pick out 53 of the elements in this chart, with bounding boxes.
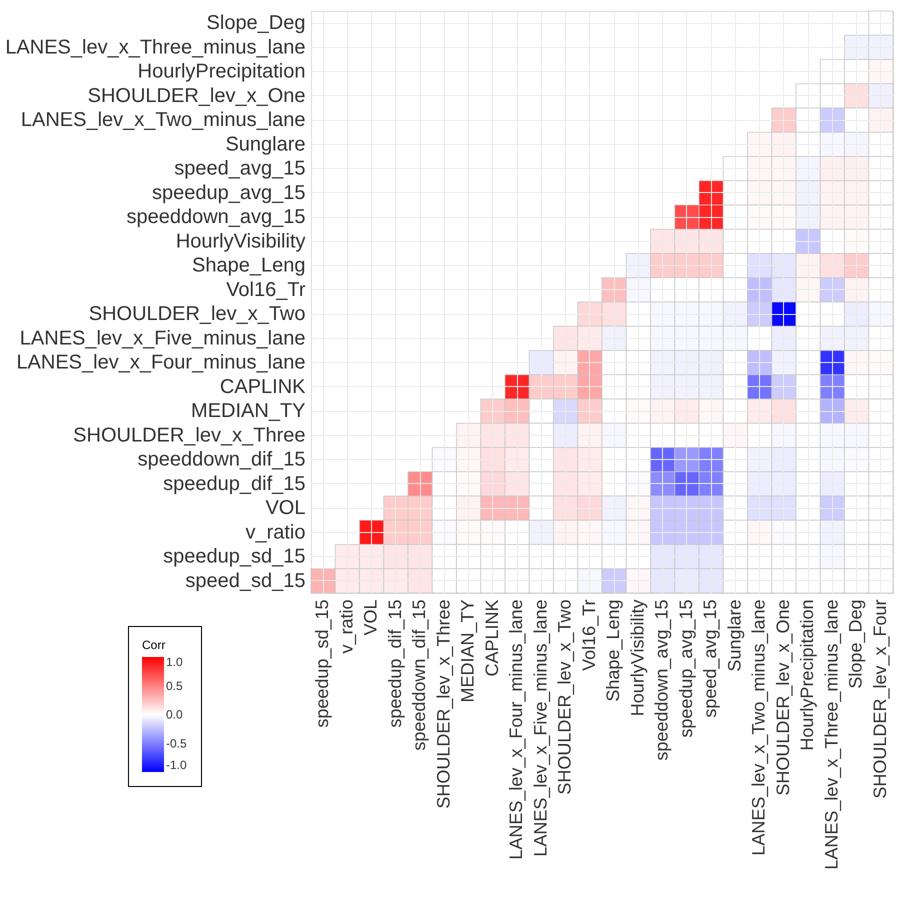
color-bar-label: 1.0 [166, 655, 184, 669]
y-tick-label: Vol16_Tr [226, 278, 306, 301]
x-tick-label: HourlyPrecipitation [797, 600, 818, 751]
x-tick-label: speeddown_dif_15 [409, 600, 430, 751]
x-tick-label: Vol16_Tr [578, 600, 599, 671]
y-tick-label: speedup_dif_15 [163, 472, 306, 495]
x-tick-label: SHOULDER_lev_x_Two [554, 600, 575, 795]
y-tick-label: HourlyVisibility [176, 230, 306, 252]
y-tick-label: SHOULDER_lev_x_Two [88, 303, 306, 326]
x-tick-label: SHOULDER_lev_x_Three [433, 600, 454, 809]
y-tick-label: LANES_lev_x_Two_minus_lane [20, 109, 306, 132]
color-bar-label: 0.0 [166, 708, 184, 722]
x-tick-label: Shape_Leng [603, 600, 624, 702]
y-tick-label: v_ratio [245, 521, 306, 544]
y-tick-label: speed_sd_15 [185, 570, 306, 592]
y-tick-label: Shape_Leng [192, 254, 306, 277]
y-tick-label: speedup_sd_15 [163, 546, 306, 568]
x-tick-label: LANES_lev_x_Four_minus_lane [506, 600, 526, 860]
x-tick-label: VOL [360, 600, 381, 636]
x-tick-label: LANES_lev_x_Two_minus_lane [748, 600, 769, 856]
x-tick-label: speedup_avg_15 [676, 600, 696, 738]
x-tick-label: Sunglare [724, 600, 744, 672]
y-tick-label: speed_avg_15 [174, 158, 306, 180]
color-bar-title: Corr [142, 638, 166, 652]
y-tick-label: VOL [265, 497, 306, 520]
x-tick-label: MEDIAN_TY [458, 600, 478, 703]
y-tick-label: MEDIAN_TY [191, 400, 306, 422]
y-tick-label: SHOULDER_lev_x_Three [73, 424, 306, 446]
x-tick-label: HourlyVisibility [627, 600, 648, 716]
y-tick-label: LANES_lev_x_Three_minus_lane [5, 36, 306, 58]
y-tick-label: speeddown_avg_15 [126, 206, 306, 228]
y-tick-label: speedup_avg_15 [152, 182, 306, 204]
x-tick-label: CAPLINK [482, 600, 502, 677]
y-tick-label: LANES_lev_x_Five_minus_lane [20, 327, 306, 350]
x-tick-label: speed_avg_15 [700, 600, 720, 718]
x-tick-label: Slope_Deg [846, 600, 866, 689]
x-tick-label: SHOULDER_lev_x_One [772, 600, 793, 796]
x-tick-label: speedup_dif_15 [384, 600, 405, 728]
x-tick-label: SHOULDER_lev_x_Four [870, 600, 890, 799]
x-tick-label: v_ratio [336, 600, 356, 654]
x-tick-label: speeddown_avg_15 [652, 600, 672, 761]
y-tick-label: HourlyPrecipitation [138, 60, 306, 83]
y-tick-label: LANES_lev_x_Four_minus_lane [16, 352, 306, 374]
x-tick-label: LANES_lev_x_Three_minus_lane [821, 600, 842, 870]
y-tick-label: Sunglare [225, 133, 306, 156]
y-tick-label: speeddown_dif_15 [138, 448, 306, 471]
color-bar-label: -1.0 [166, 758, 188, 772]
y-tick-label: CAPLINK [220, 376, 306, 398]
color-bar-label: -0.5 [166, 736, 188, 750]
y-tick-label: Slope_Deg [206, 12, 306, 34]
y-tick-label: SHOULDER_lev_x_One [88, 84, 306, 107]
x-tick-label: LANES_lev_x_Five_minus_lane [530, 600, 550, 857]
color-bar-label: 0.5 [166, 678, 184, 693]
